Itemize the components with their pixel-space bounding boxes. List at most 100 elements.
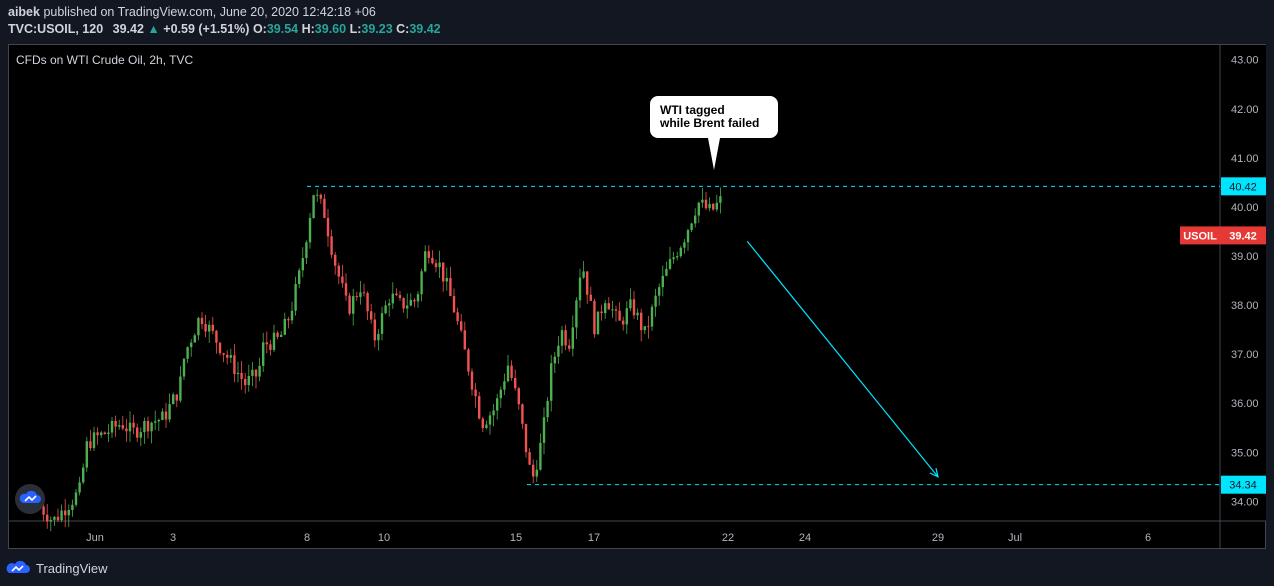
candle-up [416, 294, 420, 302]
candle-down [712, 203, 715, 210]
annotation-line-1: WTI tagged [660, 103, 725, 117]
candle-down [532, 464, 535, 477]
y-tick-label: 43.00 [1231, 55, 1259, 67]
candle-down [334, 254, 337, 266]
low-value: 39.23 [361, 22, 393, 36]
cloud-icon [19, 490, 41, 503]
last-price-value: 39.42 [1229, 230, 1257, 242]
candle-down [449, 277, 452, 297]
candle-down [64, 510, 67, 516]
candle-up [154, 421, 157, 423]
candle-up [582, 271, 585, 278]
y-tick-label: 38.00 [1231, 300, 1259, 312]
candle-up [49, 519, 52, 522]
candle-up [190, 342, 193, 348]
candle-up [53, 516, 56, 520]
candle-up [359, 292, 362, 298]
candle-up [701, 199, 704, 203]
chart-frame[interactable] [8, 44, 1266, 549]
candle-up [694, 215, 697, 224]
ohlc-line: TVC:USOIL, 120 39.42 ▲ +0.59 (+1.51%) O:… [8, 22, 441, 36]
candle-down [215, 330, 218, 343]
x-tick-label: 10 [378, 532, 390, 544]
candle-down [348, 295, 351, 314]
candle-up [665, 268, 668, 276]
candle-down [218, 342, 222, 354]
candle-up [499, 389, 502, 399]
x-tick-label: 24 [799, 532, 811, 544]
candle-up [71, 504, 74, 511]
x-tick-label: 17 [588, 532, 600, 544]
candle-up [82, 467, 85, 483]
candle-up [60, 510, 63, 521]
candle-down [240, 372, 243, 379]
tradingview-badge-icon[interactable] [15, 484, 45, 514]
candle-up [506, 365, 510, 382]
candle-up [488, 415, 492, 425]
candle-down [470, 371, 474, 390]
support-price-tag [1221, 475, 1266, 494]
y-tick-label: 36.00 [1231, 398, 1259, 410]
candle-up [611, 309, 614, 311]
candle-down [46, 514, 49, 522]
open-label: O: [252, 22, 267, 36]
candle-up [445, 277, 448, 282]
candle-up [438, 262, 441, 268]
candle-down [614, 309, 618, 311]
candle-up [139, 432, 142, 438]
x-tick-label: 29 [932, 532, 944, 544]
candle-up [157, 419, 160, 422]
candle-up [683, 242, 686, 248]
candle-up [380, 313, 384, 334]
candle-down [481, 418, 484, 429]
candle-down [467, 349, 470, 372]
candle-down [56, 516, 60, 521]
candle-down [568, 345, 571, 349]
candle-up [409, 299, 412, 306]
candle-down [632, 299, 636, 316]
candle-down [146, 420, 150, 432]
candle-down [326, 217, 330, 237]
symbol-label: TVC:USOIL, 120 [8, 22, 104, 36]
candle-up [420, 271, 423, 295]
candle-up [67, 510, 70, 516]
candle-down [344, 283, 348, 296]
candle-down [200, 317, 204, 325]
candle-up [604, 303, 607, 314]
candle-up [406, 305, 409, 309]
candle-down [521, 404, 524, 424]
x-tick-label: Jul [1008, 532, 1022, 544]
x-tick-label: Jun [86, 532, 104, 544]
candle-down [460, 321, 463, 331]
footer-brand[interactable]: TradingView [6, 560, 108, 576]
y-tick-label: 42.00 [1231, 104, 1259, 116]
candle-up [496, 398, 499, 411]
candle-down [431, 257, 434, 264]
candle-up [679, 247, 682, 257]
candle-down [323, 198, 326, 218]
candle-up [424, 251, 427, 272]
candle-up [283, 318, 286, 335]
candle-up [485, 424, 488, 429]
candle-up [316, 194, 319, 196]
candle-up [208, 324, 211, 332]
candle-up [352, 296, 355, 314]
candle-up [298, 270, 301, 285]
candle-up [384, 305, 387, 314]
candle-down [478, 396, 481, 419]
candle-up [247, 375, 250, 386]
candle-up [654, 295, 657, 307]
candle-down [373, 319, 376, 341]
candle-down [370, 311, 373, 320]
candle-down [618, 310, 621, 321]
candle-up [258, 365, 261, 377]
candle-up [193, 335, 196, 343]
candle-down [366, 292, 369, 312]
last-price-symbol: USOIL [1183, 230, 1217, 242]
low-label: L: [349, 22, 362, 36]
y-tick-label: 39.00 [1231, 251, 1259, 263]
y-tick-label: 37.00 [1231, 349, 1259, 361]
candle-down [330, 236, 333, 255]
candle-up [650, 306, 654, 327]
